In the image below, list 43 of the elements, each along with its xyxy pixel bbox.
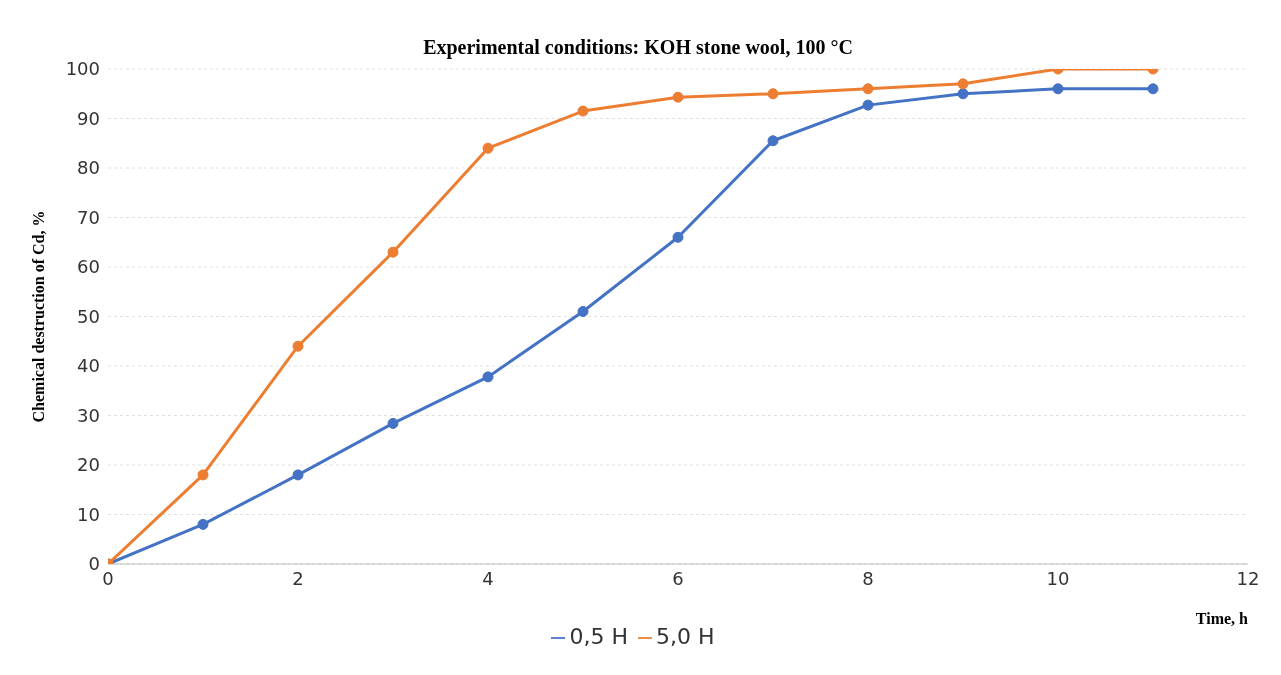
point <box>577 105 589 117</box>
point <box>957 78 969 90</box>
y-tick-label: 20 <box>77 454 100 476</box>
point <box>482 371 494 383</box>
x-tick-label: 4 <box>482 567 494 589</box>
x-axis-title: Time, h <box>1195 610 1249 627</box>
point <box>387 246 399 258</box>
point <box>197 469 209 481</box>
point <box>387 417 399 429</box>
point <box>767 88 779 100</box>
x-tick-label: 2 <box>292 567 304 589</box>
y-tick-label: 0 <box>88 553 100 575</box>
y-tick-label: 70 <box>77 206 100 228</box>
point <box>957 88 969 100</box>
point <box>767 135 779 147</box>
point <box>197 518 209 530</box>
x-tick-label: 10 <box>1046 567 1070 589</box>
point <box>672 231 684 243</box>
y-tick-label: 30 <box>77 404 100 426</box>
y-tick-label: 90 <box>77 107 100 129</box>
x-tick-label: 8 <box>862 567 874 589</box>
legend-label: 5,0 H <box>656 624 715 649</box>
y-tick-label: 40 <box>77 355 100 377</box>
point <box>577 306 589 318</box>
legend-label: 0,5 H <box>569 624 628 649</box>
y-tick-label: 50 <box>77 305 100 327</box>
x-tick-label: 0 <box>102 567 114 589</box>
x-tick-label: 12 <box>1236 567 1260 589</box>
point <box>862 83 874 95</box>
point <box>1147 83 1159 95</box>
point <box>672 91 684 103</box>
y-tick-label: 80 <box>77 157 100 179</box>
y-tick-label: 100 <box>65 58 100 80</box>
point <box>292 340 304 352</box>
chart-title: Experimental conditions: KOH stone wool, 100 °C <box>422 35 854 59</box>
y-tick-label: 60 <box>77 256 100 278</box>
point <box>292 469 304 481</box>
point <box>482 142 494 154</box>
y-tick-label: 10 <box>77 503 100 525</box>
point <box>862 99 874 111</box>
y-axis-title: Chemical destruction of Cd, % <box>29 210 47 423</box>
x-tick-label: 6 <box>672 567 684 589</box>
point <box>1052 83 1064 95</box>
